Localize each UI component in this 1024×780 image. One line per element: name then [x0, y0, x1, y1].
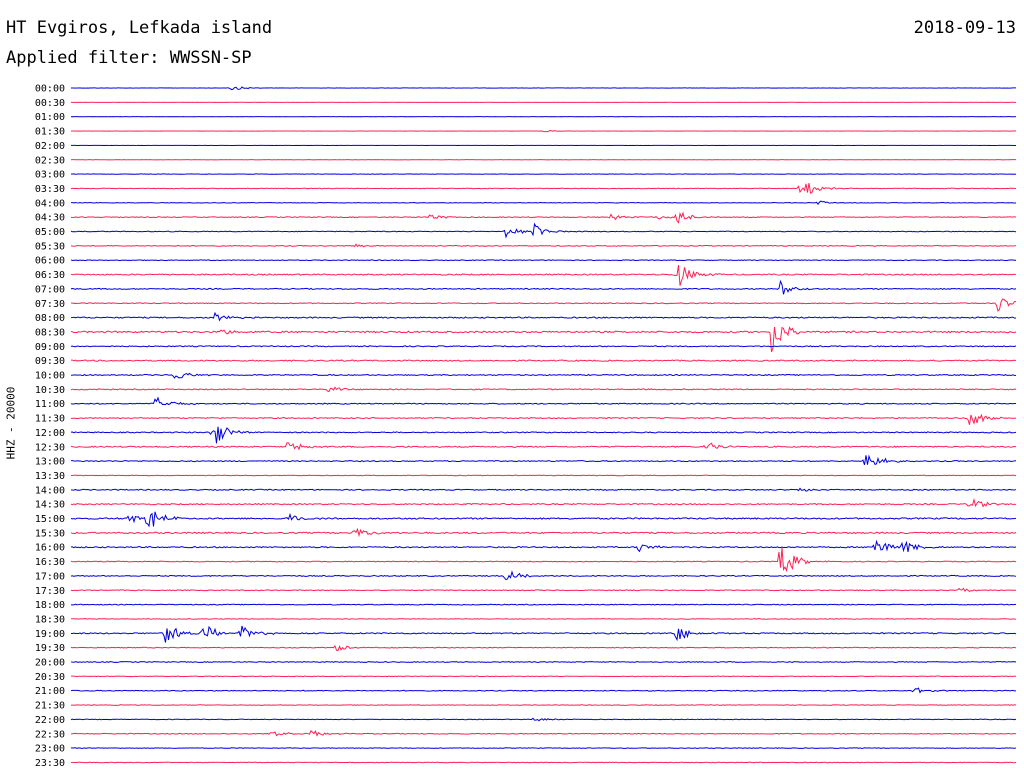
trace-1030	[70, 386, 1017, 393]
row-time-label: 21:00	[35, 686, 65, 697]
trace-0630	[70, 265, 1017, 286]
row-time-label: 14:00	[35, 485, 65, 496]
row-time-label: 06:30	[35, 270, 65, 281]
row-time-label: 23:00	[35, 744, 65, 755]
row-time-label: 08:30	[35, 327, 65, 338]
trace-1500	[70, 511, 1017, 528]
trace-1830	[70, 618, 1017, 620]
row-time-label: 21:30	[35, 701, 65, 712]
row-time-label: 01:30	[35, 127, 65, 138]
trace-0730	[70, 298, 1017, 312]
trace-2000	[70, 661, 1017, 663]
row-time-label: 22:30	[35, 729, 65, 740]
row-time-label: 10:00	[35, 371, 65, 382]
trace-2330	[70, 761, 1017, 764]
row-time-label: 02:30	[35, 155, 65, 166]
trace-0330	[70, 183, 1017, 194]
row-time-label: 11:30	[35, 414, 65, 425]
row-time-label: 16:30	[35, 557, 65, 568]
row-time-label: 20:30	[35, 672, 65, 683]
trace-0130	[70, 130, 1017, 133]
row-time-label: 13:30	[35, 471, 65, 482]
row-time-label: 18:30	[35, 614, 65, 625]
row-time-label: 17:00	[35, 571, 65, 582]
row-time-label: 00:00	[35, 84, 65, 95]
row-time-label: 01:00	[35, 112, 65, 123]
tick-label-group: 00:00 00:30 01:00 01:30 02:00 02:30 03:00 03:30…	[35, 84, 65, 769]
trace-0700	[70, 279, 1017, 295]
trace-1930	[70, 644, 1017, 652]
trace-group	[70, 86, 1017, 764]
station-title: HT Evgiros, Lefkada island	[6, 18, 273, 38]
trace-1630	[70, 547, 1017, 573]
trace-0830	[70, 326, 1017, 353]
trace-1330	[71, 474, 1017, 477]
trace-0800	[70, 311, 1017, 322]
trace-1700	[70, 570, 1017, 581]
row-time-label: 05:00	[35, 227, 65, 238]
row-time-label: 06:00	[35, 256, 65, 267]
row-time-label: 03:30	[35, 184, 65, 195]
trace-0900	[70, 345, 1017, 348]
row-time-label: 07:00	[35, 284, 65, 295]
row-time-label: 15:30	[35, 528, 65, 539]
row-time-label: 03:00	[35, 170, 65, 181]
record-date: 2018-09-13	[913, 18, 1016, 38]
trace-0430	[70, 211, 1017, 224]
row-time-label: 11:00	[35, 399, 65, 410]
trace-2200	[70, 717, 1017, 722]
trace-2130	[70, 704, 1017, 706]
trace-1000	[70, 372, 1017, 379]
row-time-label: 04:30	[35, 213, 65, 224]
row-time-label: 18:00	[35, 600, 65, 611]
row-time-label: 22:00	[35, 715, 65, 726]
row-time-label: 04:00	[35, 198, 65, 209]
row-time-label: 14:30	[35, 500, 65, 511]
row-time-label: 00:30	[35, 98, 65, 109]
row-time-label: 15:00	[35, 514, 65, 525]
trace-1600	[70, 539, 1017, 553]
row-time-label: 02:00	[35, 141, 65, 152]
trace-0000	[70, 86, 1017, 91]
row-time-label: 09:00	[35, 342, 65, 353]
row-time-label: 08:00	[35, 313, 65, 324]
trace-2030	[70, 675, 1017, 678]
trace-1300	[70, 454, 1017, 466]
trace-1800	[70, 603, 1017, 606]
row-time-label: 23:30	[35, 758, 65, 769]
trace-0930	[70, 359, 1017, 362]
trace-2230	[70, 730, 1017, 737]
row-time-label: 19:30	[35, 643, 65, 654]
trace-0500	[70, 222, 1017, 239]
row-time-label: 12:00	[35, 428, 65, 439]
row-time-label: 05:30	[35, 241, 65, 252]
row-time-label: 17:30	[35, 586, 65, 597]
trace-2300	[70, 747, 1017, 749]
row-time-label: 20:00	[35, 658, 65, 669]
trace-1900	[71, 625, 1017, 643]
row-time-label: 09:30	[35, 356, 65, 367]
row-time-label: 10:30	[35, 385, 65, 396]
row-time-label: 16:00	[35, 543, 65, 554]
trace-1100	[70, 396, 1017, 406]
trace-1430	[70, 497, 1017, 508]
row-time-label: 13:00	[35, 457, 65, 468]
trace-2100	[70, 687, 1017, 694]
trace-0600	[70, 259, 1017, 262]
trace-0400	[70, 200, 1017, 205]
filter-label: Applied filter: WWSSN-SP	[6, 48, 252, 68]
trace-1130	[70, 413, 1017, 425]
trace-1530	[70, 527, 1017, 538]
trace-1230	[70, 442, 1017, 451]
row-time-label: 07:30	[35, 299, 65, 310]
row-time-label: 19:00	[35, 629, 65, 640]
trace-0530	[70, 243, 1017, 248]
row-time-label: 12:30	[35, 442, 65, 453]
trace-1730	[70, 587, 1017, 593]
trace-1400	[70, 487, 1017, 492]
trace-1200	[70, 426, 1017, 444]
